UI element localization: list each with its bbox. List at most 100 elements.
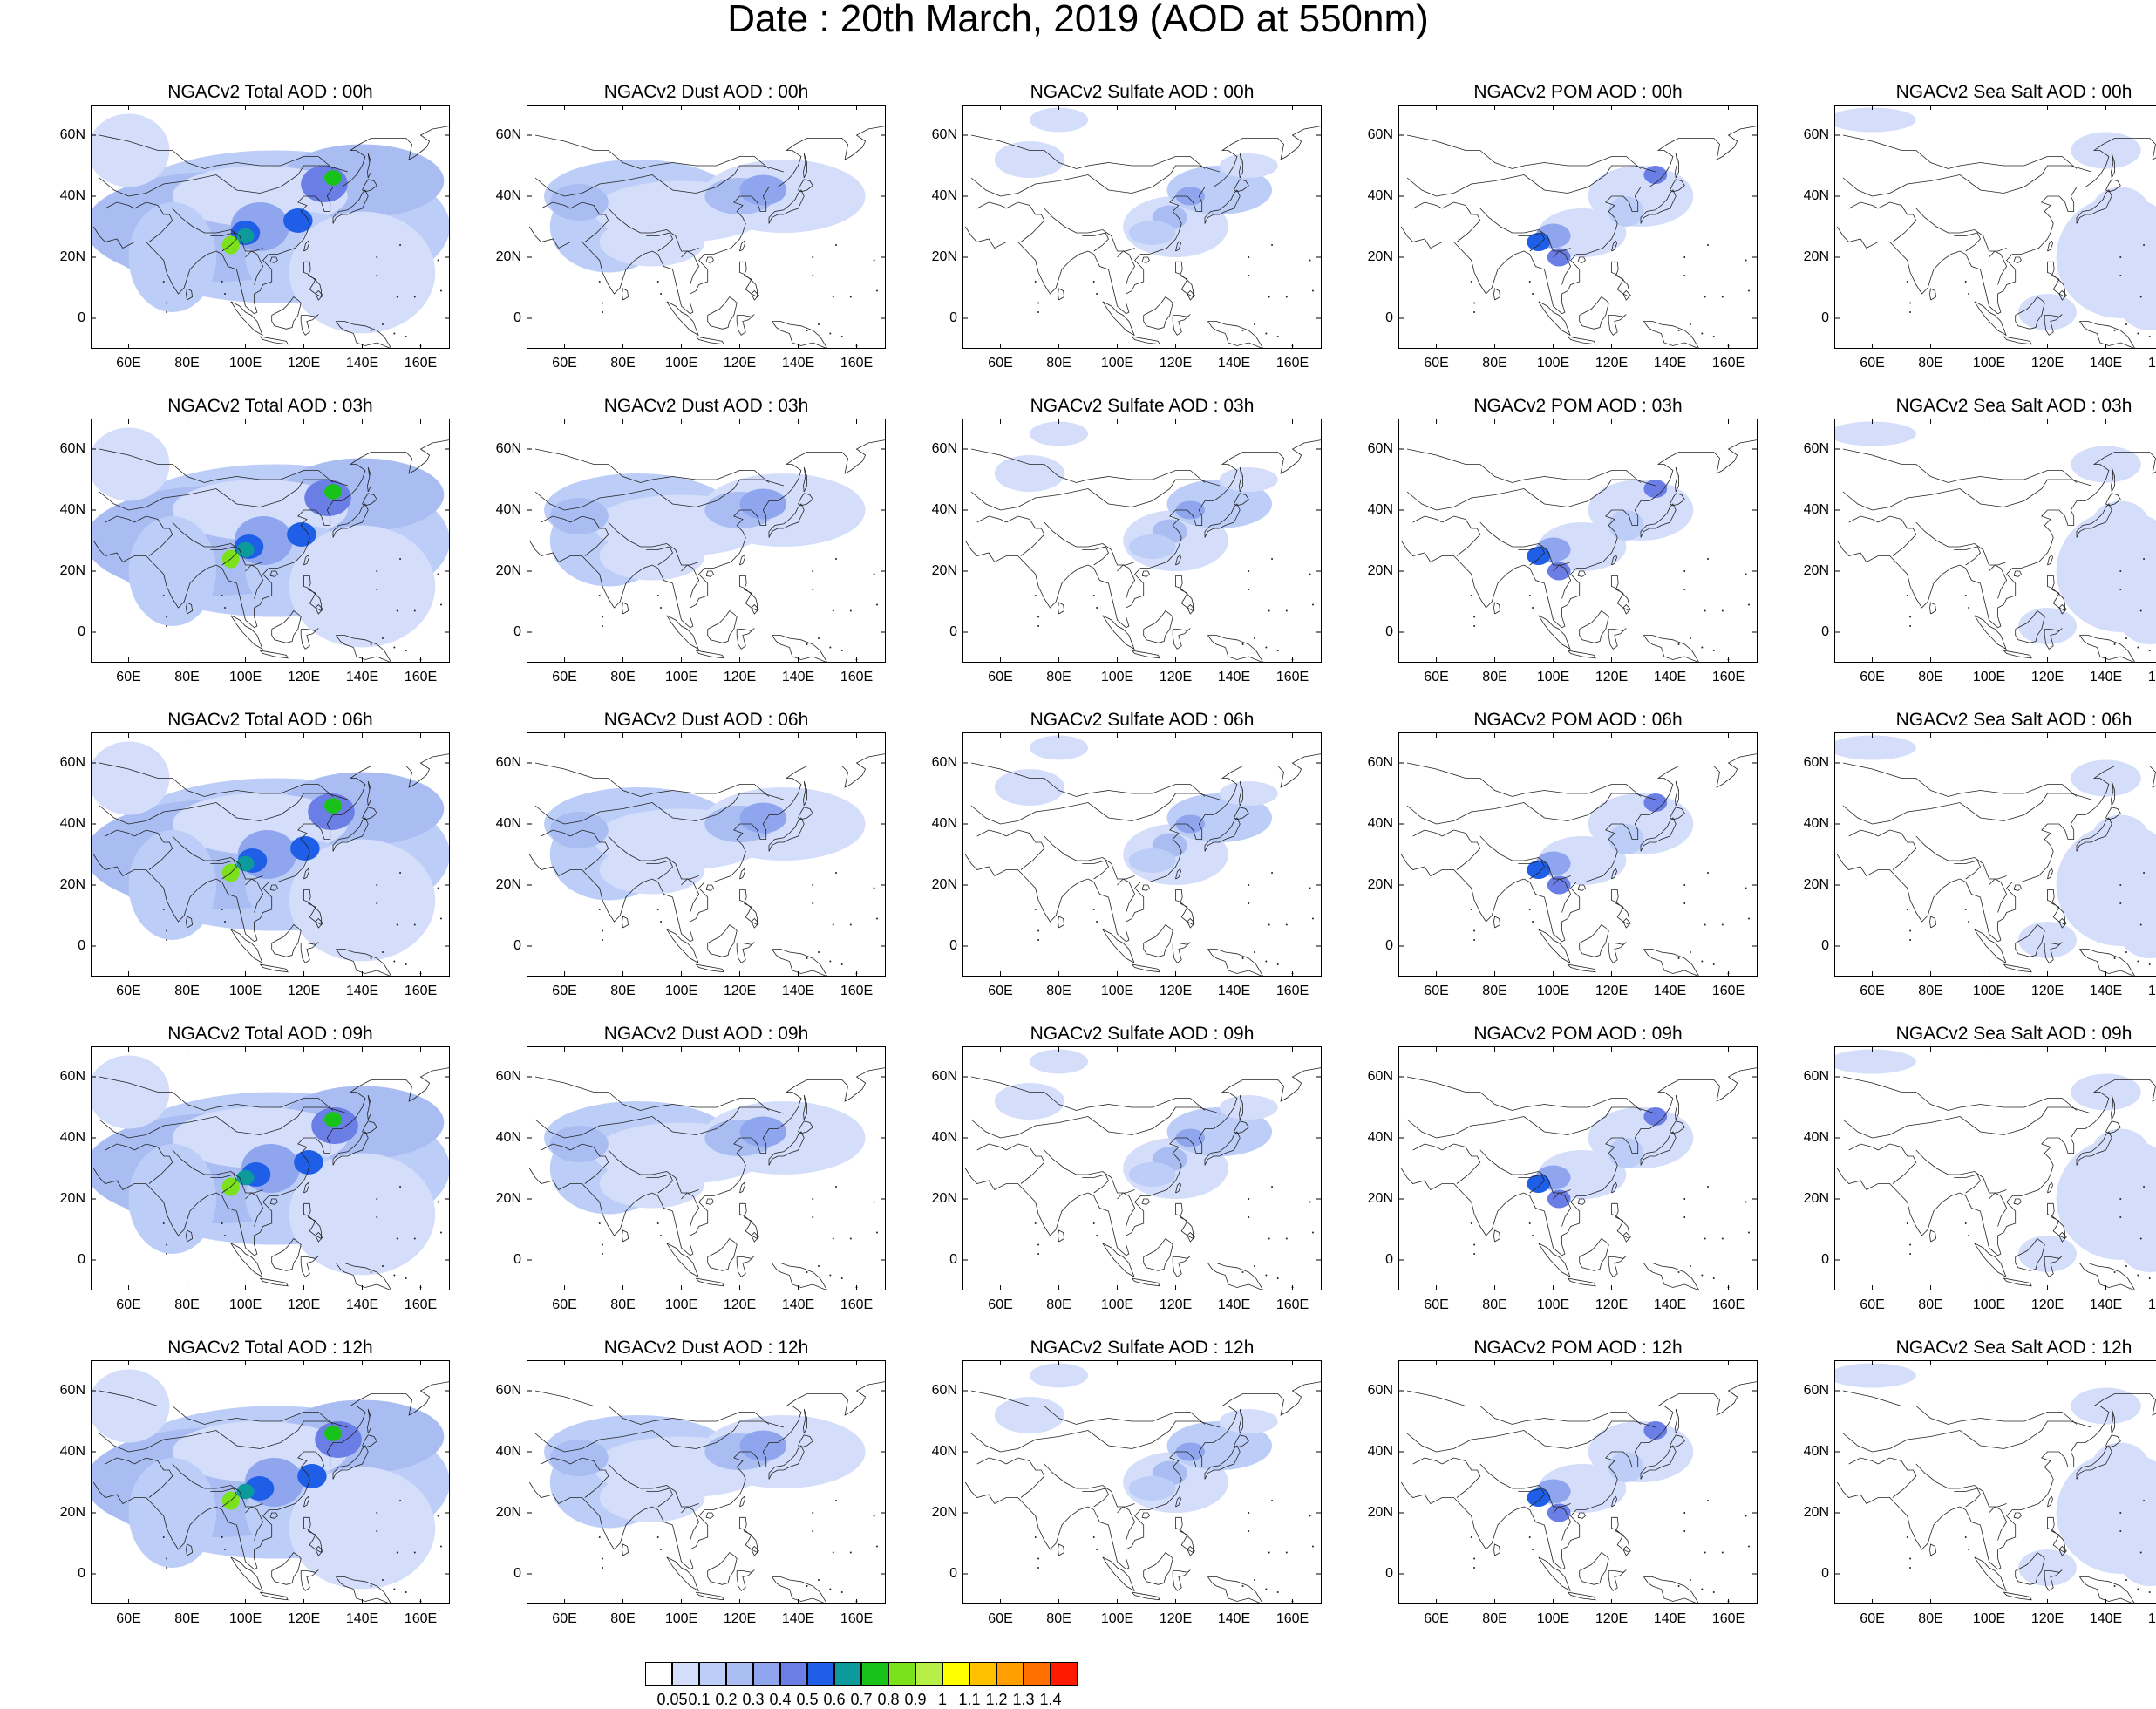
island — [1909, 1567, 1911, 1569]
coastline — [1132, 1592, 1160, 1600]
lon-tick-label: 60E — [1851, 1297, 1894, 1313]
lat-tick-label: 40N — [922, 1444, 957, 1460]
lon-tick-label: 100E — [1096, 984, 1139, 999]
lon-tick-label: 140E — [1649, 1611, 1692, 1627]
colorbar-swatch — [1024, 1662, 1051, 1686]
coastline — [740, 1183, 745, 1194]
island — [1678, 957, 1680, 959]
island — [440, 290, 442, 292]
island — [835, 244, 837, 246]
island — [1683, 256, 1685, 258]
lon-tick-label: 80E — [1909, 670, 1953, 685]
island — [376, 902, 377, 904]
lon-tick-label: 120E — [282, 356, 326, 371]
island — [1268, 924, 1270, 926]
island — [1265, 647, 1267, 649]
coastline — [1442, 1144, 1480, 1184]
lon-tick-label: 140E — [1649, 670, 1692, 685]
aod-plume — [740, 489, 787, 520]
island — [166, 930, 167, 932]
coastline — [1494, 289, 1500, 300]
island — [1909, 1253, 1911, 1255]
coastline — [1058, 1544, 1064, 1556]
lon-tick-label: 140E — [1213, 1297, 1256, 1313]
island — [1093, 281, 1095, 283]
aod-plume — [2071, 760, 2140, 797]
island — [376, 570, 377, 572]
island — [1242, 1271, 1244, 1273]
island — [1683, 570, 1685, 572]
lat-tick-label: 20N — [1358, 1505, 1393, 1521]
lon-tick-label: 80E — [602, 984, 645, 999]
coastline — [1612, 1517, 1629, 1552]
island — [1473, 1244, 1475, 1246]
lat-tick-label: 40N — [1358, 502, 1393, 518]
aod-map — [1834, 1360, 2156, 1604]
coastline — [706, 257, 713, 262]
island — [1093, 1222, 1095, 1224]
coastline — [740, 242, 745, 252]
island — [166, 1558, 167, 1560]
lat-tick-label: 40N — [486, 1444, 521, 1460]
island — [399, 1186, 401, 1188]
island — [2119, 256, 2121, 258]
lon-tick-label: 160E — [1271, 670, 1315, 685]
lon-tick-label: 120E — [282, 984, 326, 999]
island — [850, 1552, 852, 1554]
aod-plume — [2071, 133, 2140, 169]
colorbar-swatch — [1051, 1662, 1078, 1686]
lat-tick-label: 0 — [1358, 938, 1393, 954]
island — [1683, 1530, 1685, 1532]
island — [1532, 1549, 1534, 1550]
lon-tick-label: 140E — [1649, 356, 1692, 371]
coastline — [1643, 1577, 1699, 1605]
lon-tick-label: 100E — [1096, 670, 1139, 685]
lat-tick-label: 20N — [51, 563, 85, 579]
aod-plume — [600, 532, 705, 581]
island — [2119, 884, 2121, 886]
island — [829, 647, 831, 649]
island — [438, 1202, 439, 1203]
lat-tick-label: 20N — [922, 1505, 957, 1521]
island — [818, 323, 820, 325]
coastline — [1849, 1144, 1879, 1150]
panel-title: NGACv2 Sea Salt AOD : 12h — [1834, 1336, 2156, 1360]
island — [2137, 961, 2139, 963]
lon-tick-label: 120E — [1590, 984, 1634, 999]
lon-tick-label: 100E — [1968, 1611, 2011, 1627]
lat-tick-label: 40N — [922, 816, 957, 832]
island — [2119, 1512, 2121, 1514]
aod-plume — [740, 1117, 787, 1147]
aod-plume — [2018, 608, 2077, 644]
coastline — [1580, 1239, 1609, 1271]
panel-title: NGACv2 Dust AOD : 03h — [527, 394, 886, 419]
island — [438, 888, 439, 889]
lon-tick-label: 120E — [718, 670, 762, 685]
coastline — [1975, 616, 2006, 650]
island — [1683, 1198, 1685, 1200]
lat-tick-label: 20N — [51, 1191, 85, 1207]
coastline — [1539, 1557, 1570, 1591]
island — [1909, 303, 1911, 304]
lon-tick-label: 60E — [1851, 984, 1894, 999]
island — [399, 244, 401, 246]
aod-plume — [2091, 815, 2150, 864]
island — [438, 574, 439, 575]
island — [371, 330, 372, 331]
island — [2149, 336, 2151, 337]
coastline — [1058, 603, 1064, 614]
island — [806, 330, 808, 331]
coastline — [696, 337, 724, 344]
island — [1312, 1546, 1314, 1548]
island — [2125, 1265, 2127, 1267]
map-frame — [527, 419, 886, 663]
lon-tick-label: 160E — [2143, 984, 2156, 999]
island — [2137, 1589, 2139, 1590]
panel-title: NGACv2 Sea Salt AOD : 00h — [1834, 80, 2156, 105]
island — [163, 595, 165, 596]
colorbar-swatch — [780, 1662, 807, 1686]
coastline — [1173, 629, 1190, 650]
coastline — [2014, 885, 2021, 890]
lon-tick-label: 140E — [777, 984, 820, 999]
